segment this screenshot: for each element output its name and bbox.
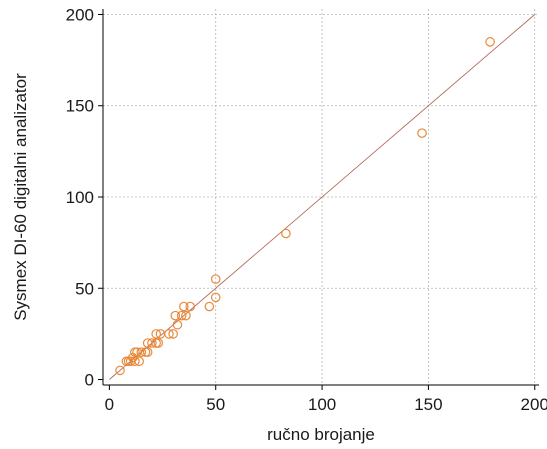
y-axis-title: Sysmex DI-60 digitalni analizator	[11, 73, 30, 321]
data-point	[176, 310, 187, 321]
data-point	[281, 228, 291, 239]
data-point	[153, 338, 164, 348]
x-tick-label: 200	[521, 395, 547, 414]
data-point	[168, 329, 178, 339]
identity-reference-line	[109, 14, 536, 380]
x-axis-title: ručno brojanje	[267, 425, 375, 444]
data-point	[170, 310, 181, 321]
data-point	[485, 37, 495, 47]
data-point	[136, 347, 147, 357]
x-tick-label: 0	[105, 395, 114, 414]
data-point	[147, 338, 157, 348]
x-tick-label: 150	[414, 395, 442, 414]
data-point	[179, 301, 189, 312]
data-point	[115, 365, 125, 376]
data-point	[185, 301, 195, 312]
data-point	[210, 274, 221, 284]
data-point	[210, 292, 221, 303]
y-tick-label: 100	[66, 188, 94, 207]
y-tick-label: 200	[66, 5, 94, 24]
data-point	[181, 310, 191, 321]
data-point	[142, 347, 153, 357]
data-point	[130, 356, 140, 367]
points-layer	[115, 37, 495, 376]
x-tick-label: 100	[308, 395, 336, 414]
data-point	[151, 329, 161, 339]
data-point	[134, 356, 144, 367]
y-tick-label: 50	[75, 279, 94, 298]
data-point	[417, 128, 427, 138]
y-tick-label: 0	[85, 371, 94, 390]
data-point	[204, 301, 215, 312]
data-point	[172, 319, 183, 330]
data-point	[164, 329, 174, 339]
y-tick-label: 150	[66, 97, 94, 116]
axes-layer: 0 50 100 150 200 0 50 100 150 200	[66, 5, 547, 414]
x-tick-label: 50	[206, 395, 225, 414]
